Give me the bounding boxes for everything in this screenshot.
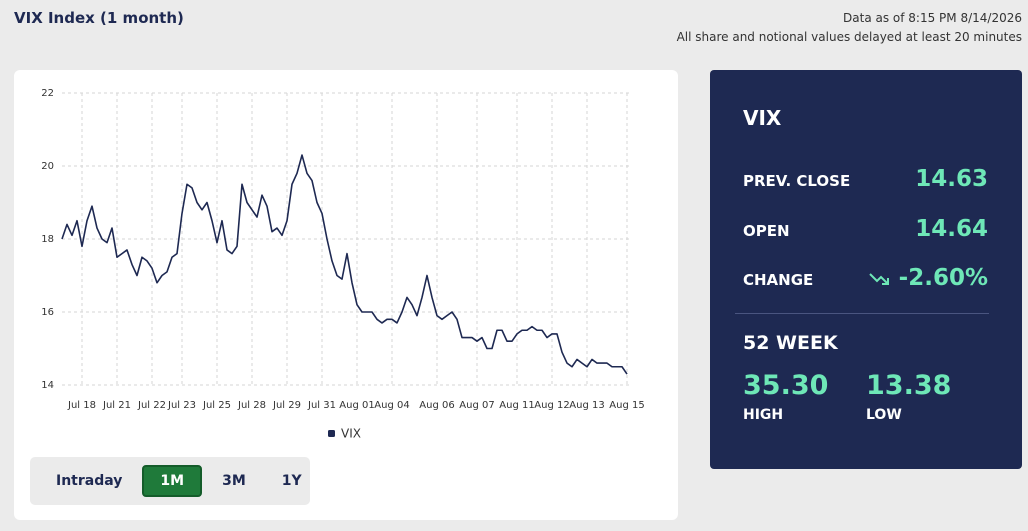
chart-card: 14 16 18 20 22 Jul 18 Jul 21 Jul 22 Jul 23 Jul 25… [14,70,678,520]
x-tick-label: Aug 13 [569,400,604,411]
range-button[interactable]: 3M [222,473,246,489]
week52-low: 13.38 [866,370,952,401]
week52-high: 35.30 [743,370,829,401]
quote-panel: VIX PREV. CLOSE 14.63 OPEN 14.64 CHANGE … [710,70,1022,469]
down-arrow-icon [869,273,889,285]
panel-title: VIX [743,106,782,130]
data-as-of: Data as of 8:15 PM 8/14/2026 [843,11,1022,25]
week52-high-label: HIGH [743,407,784,423]
x-tick-label: Aug 11 [499,400,534,411]
x-tick-label: Jul 31 [307,400,336,411]
row-value: 14.64 [915,216,988,242]
x-tick-label: Aug 06 [419,400,454,411]
row-label: PREV. CLOSE [743,172,851,190]
x-tick-label: Jul 18 [67,400,96,411]
x-tick-label: Aug 15 [609,400,644,411]
week52-title: 52 WEEK [743,332,838,354]
legend-swatch [328,430,335,437]
page-title: VIX Index (1 month) [14,9,184,27]
x-tick-label: Jul 23 [167,400,196,411]
y-tick-label: 18 [41,234,54,245]
y-tick-label: 14 [41,380,54,391]
x-tick-label: Jul 28 [237,400,266,411]
x-tick-label: Aug 01 [339,400,374,411]
x-tick-label: Aug 12 [534,400,569,411]
x-tick-label: Jul 22 [137,400,166,411]
line [61,154,628,375]
x-tick-label: Aug 07 [459,400,494,411]
row-label: OPEN [743,222,790,240]
range-buttons: Intraday 1M 3M 1Y [30,457,310,505]
row-value: -2.60% [898,265,988,291]
week52-low-label: LOW [866,407,902,423]
range-button[interactable]: 1Y [281,473,302,489]
divider [735,313,989,314]
row-value: 14.63 [915,166,988,192]
legend-label: VIX [341,427,361,441]
x-tick-label: Jul 29 [272,400,301,411]
delay-note: All share and notional values delayed at… [676,30,1022,44]
chart: 14 16 18 20 22 Jul 18 Jul 21 Jul 22 Jul 23 Jul 25… [41,88,644,441]
y-tick-label: 16 [41,307,54,318]
x-tick-label: Aug 04 [374,400,409,411]
y-tick-label: 20 [41,161,54,172]
range-button[interactable]: Intraday [56,473,123,489]
x-tick-label: Jul 21 [102,400,131,411]
y-tick-label: 22 [41,88,54,99]
x-tick-label: Jul 25 [202,400,231,411]
range-button[interactable]: 1M [142,465,203,497]
row-label: CHANGE [743,271,814,289]
